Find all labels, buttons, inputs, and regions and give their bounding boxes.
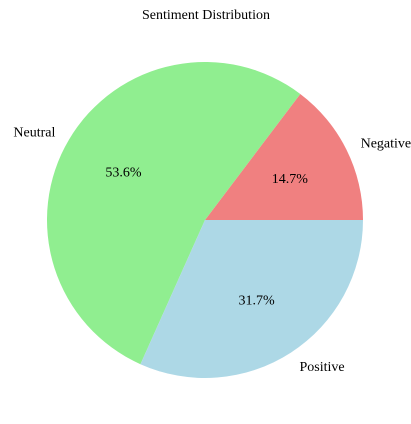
chart-title: Sentiment Distribution [142, 8, 270, 23]
slice-label-positive: Positive [300, 360, 345, 375]
pie-slice-neutral [47, 62, 301, 365]
pie-slices [47, 62, 363, 378]
slice-percent-negative: 14.7% [272, 172, 309, 187]
slice-percent-neutral: 53.6% [105, 166, 142, 181]
pie-slice-negative [205, 93, 363, 220]
slice-label-negative: Negative [361, 137, 411, 152]
pie-slice-positive [140, 220, 363, 378]
slice-label-neutral: Neutral [13, 126, 55, 141]
pie-labels: Negative 14.7% Neutral 53.6% Positive 31.7% [13, 126, 411, 375]
slice-percent-positive: 31.7% [238, 294, 275, 309]
